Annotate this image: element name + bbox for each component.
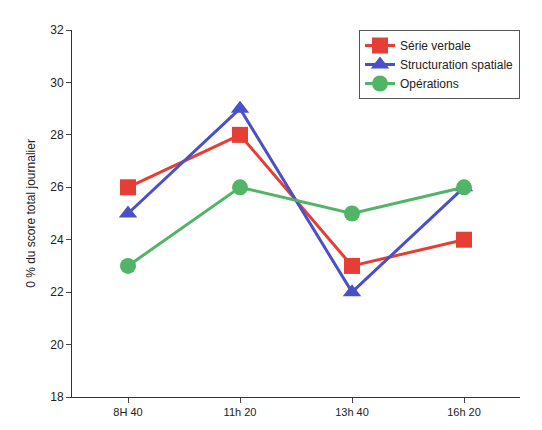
svg-text:13h 40: 13h 40 bbox=[335, 406, 369, 418]
svg-text:30: 30 bbox=[50, 76, 64, 90]
svg-text:22: 22 bbox=[50, 285, 64, 299]
svg-text:Opérations: Opérations bbox=[400, 77, 459, 91]
svg-text:Structuration spatiale: Structuration spatiale bbox=[400, 58, 513, 72]
svg-text:8H 40: 8H 40 bbox=[113, 406, 142, 418]
svg-text:28: 28 bbox=[50, 128, 64, 142]
svg-text:16h 20: 16h 20 bbox=[447, 406, 481, 418]
svg-text:18: 18 bbox=[50, 390, 64, 404]
svg-text:11h 20: 11h 20 bbox=[224, 406, 257, 418]
svg-text:24: 24 bbox=[50, 233, 64, 247]
svg-text:20: 20 bbox=[50, 338, 64, 352]
svg-text:26: 26 bbox=[50, 180, 64, 194]
svg-text:32: 32 bbox=[50, 23, 64, 37]
svg-text:0 % du score total journalier: 0 % du score total journalier bbox=[24, 139, 38, 288]
svg-text:Série verbale: Série verbale bbox=[400, 39, 471, 53]
